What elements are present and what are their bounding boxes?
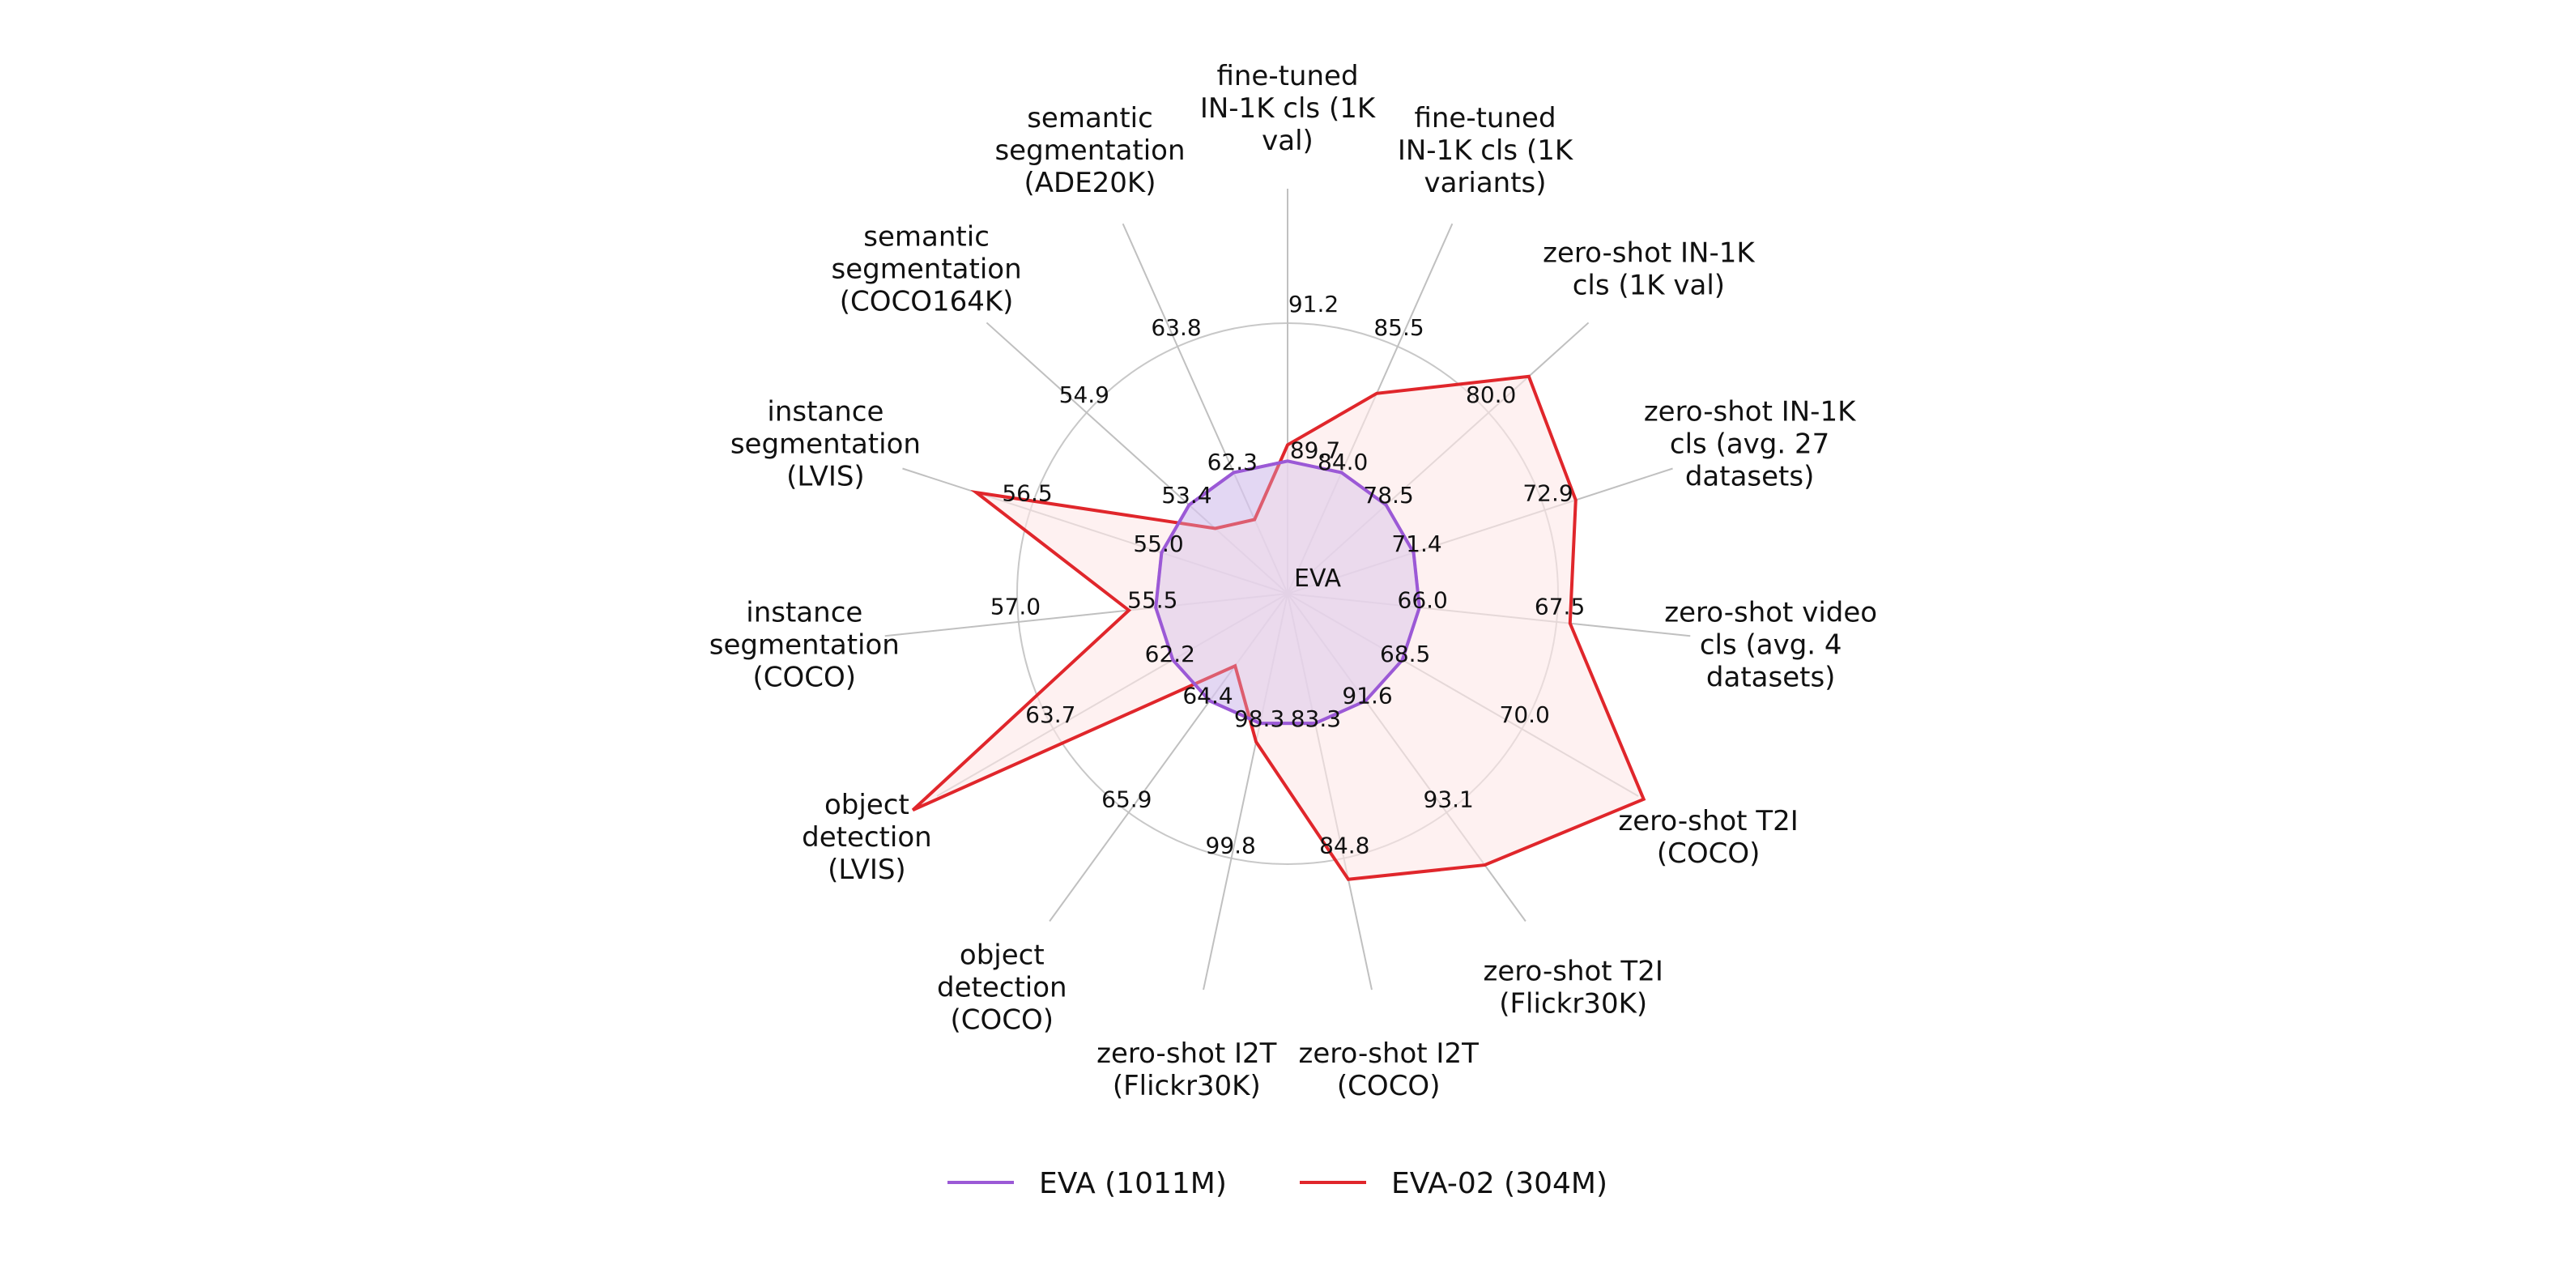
eva02-value-label: 63.8 — [1151, 314, 1201, 341]
axis-label: fine-tuned IN-1K cls (1K val) — [1200, 60, 1377, 157]
center-label: EVA — [1294, 564, 1342, 593]
axis-label-line: fine-tuned — [1216, 60, 1358, 92]
legend: EVA (1011M) EVA-02 (304M) — [947, 1167, 1607, 1200]
eva-value-label: 62.3 — [1207, 449, 1258, 475]
eva-value-label: 89.7 — [1290, 437, 1340, 463]
eva-value-label: 55.0 — [1133, 530, 1183, 557]
eva02-value-label: 85.5 — [1373, 314, 1424, 341]
eva-value-label: 55.5 — [1127, 587, 1177, 614]
axis-label-line: instance — [746, 597, 862, 629]
axis-label: zero-shot I2T (Flickr30K) — [1096, 1037, 1277, 1102]
eva02-value-label: 67.5 — [1535, 593, 1585, 620]
axis-label-line: segmentation — [994, 134, 1185, 167]
series-eva-outline — [1154, 459, 1421, 726]
eva-value-label: 83.3 — [1291, 705, 1341, 732]
eva02-value-label: 56.5 — [1002, 480, 1052, 507]
axis-label-line: segmentation — [709, 629, 900, 662]
axis-label-line: (ADE20K) — [1024, 167, 1156, 199]
axis-label-line: (LVIS) — [786, 461, 865, 493]
eva02-value-label: 99.8 — [1206, 833, 1256, 859]
axis-label-line: (COCO) — [951, 1003, 1054, 1036]
axis-label-line: detection — [937, 971, 1067, 1003]
axis-label-line: IN-1K cls (1K — [1200, 92, 1377, 125]
eva-value-label: 68.5 — [1380, 641, 1430, 667]
axis-label-line: detection — [802, 821, 932, 854]
axis-label-line: datasets) — [1685, 461, 1815, 493]
axis-label: instance segmentation (COCO) — [709, 597, 900, 694]
axis-label: fine-tuned IN-1K cls (1K variants) — [1398, 102, 1574, 199]
eva-value-label: 64.4 — [1182, 683, 1233, 709]
eva02-value-label: 93.1 — [1424, 786, 1474, 812]
axis-label-line: segmentation — [730, 428, 921, 461]
eva-value-label: 53.4 — [1161, 482, 1211, 509]
eva02-value-label: 70.0 — [1500, 701, 1550, 728]
axis-label-line: (LVIS) — [828, 854, 906, 886]
eva02-value-label: 57.0 — [990, 593, 1041, 620]
axis-label: semantic segmentation (ADE20K) — [994, 102, 1185, 199]
axis-label-line: (COCO164K) — [840, 286, 1014, 318]
axis-label-line: IN-1K cls (1K — [1398, 134, 1574, 167]
axis-label-line: zero-shot T2I — [1484, 955, 1663, 987]
axis-label-line: cls (avg. 4 — [1700, 629, 1842, 662]
axis-label: zero-shot I2T (COCO) — [1299, 1037, 1480, 1102]
eva02-value-label: 91.2 — [1288, 291, 1339, 317]
radar-series — [911, 374, 1646, 881]
series-eva02-polygon — [911, 374, 1646, 881]
axis-label-line: val) — [1262, 125, 1314, 157]
axis-label-line: zero-shot I2T — [1299, 1037, 1480, 1070]
eva02-value-label: 80.0 — [1466, 381, 1516, 408]
axis-label: zero-shot IN-1K cls (1K val) — [1543, 237, 1756, 302]
axis-label: zero-shot T2I (Flickr30K) — [1484, 955, 1663, 1020]
eva-value-label: 98.3 — [1234, 705, 1284, 732]
axis-label: semantic segmentation (COCO164K) — [832, 221, 1022, 318]
axis-label-line: datasets) — [1706, 662, 1836, 694]
eva02-value-label: 84.8 — [1319, 833, 1369, 859]
eva-value-label: 71.4 — [1391, 530, 1441, 557]
axis-label-line: object — [960, 939, 1045, 971]
axis-label: zero-shot IN-1K cls (avg. 27 datasets) — [1644, 396, 1857, 493]
axis-label: object detection (LVIS) — [802, 789, 932, 886]
axis-label-line: zero-shot IN-1K — [1644, 396, 1857, 428]
axis-label-line: variants) — [1424, 167, 1546, 199]
axis-label-line: object — [824, 789, 909, 821]
legend-item-eva: EVA (1011M) — [947, 1167, 1227, 1200]
axis-label-line: (COCO) — [1657, 837, 1761, 870]
axis-label-line: segmentation — [832, 253, 1022, 286]
eva-value-label: 84.0 — [1318, 449, 1368, 475]
axis-label-line: (Flickr30K) — [1499, 987, 1647, 1020]
eva02-value-label: 72.9 — [1522, 480, 1573, 507]
axis-label-line: cls (avg. 27 — [1670, 428, 1829, 461]
axis-label: zero-shot T2I (COCO) — [1618, 805, 1798, 870]
axis-label-line: zero-shot I2T — [1096, 1037, 1277, 1070]
axis-label: zero-shot video cls (avg. 4 datasets) — [1664, 597, 1877, 694]
axis-label-line: semantic — [1027, 102, 1153, 134]
eva-value-label: 78.5 — [1363, 482, 1413, 509]
axis-label: instance segmentation (LVIS) — [730, 396, 921, 493]
eva-value-label: 66.0 — [1398, 587, 1448, 614]
axis-label-line: zero-shot IN-1K — [1543, 237, 1756, 270]
axis-label-line: instance — [767, 396, 884, 428]
legend-label-eva: EVA (1011M) — [1039, 1167, 1227, 1200]
axis-label-line: semantic — [863, 221, 990, 253]
eva-value-label: 62.2 — [1145, 641, 1195, 667]
axis-label-line: zero-shot video — [1664, 597, 1877, 629]
axis-label-line: cls (1K val) — [1573, 270, 1725, 302]
axis-label-line: fine-tuned — [1414, 102, 1556, 134]
eva02-value-label: 65.9 — [1101, 786, 1152, 812]
axis-label: object detection (COCO) — [937, 939, 1067, 1036]
axis-label-line: (COCO) — [753, 662, 857, 694]
legend-label-eva02: EVA-02 (304M) — [1391, 1167, 1607, 1200]
axis-label-line: (COCO) — [1337, 1070, 1441, 1102]
legend-item-eva02: EVA-02 (304M) — [1300, 1167, 1607, 1200]
axis-label-line: zero-shot T2I — [1618, 805, 1798, 837]
eva02-value-label: 54.9 — [1059, 381, 1109, 408]
eva02-value-label: 63.7 — [1025, 701, 1075, 728]
axis-label-line: (Flickr30K) — [1113, 1070, 1261, 1102]
eva-value-label: 91.6 — [1342, 683, 1392, 709]
